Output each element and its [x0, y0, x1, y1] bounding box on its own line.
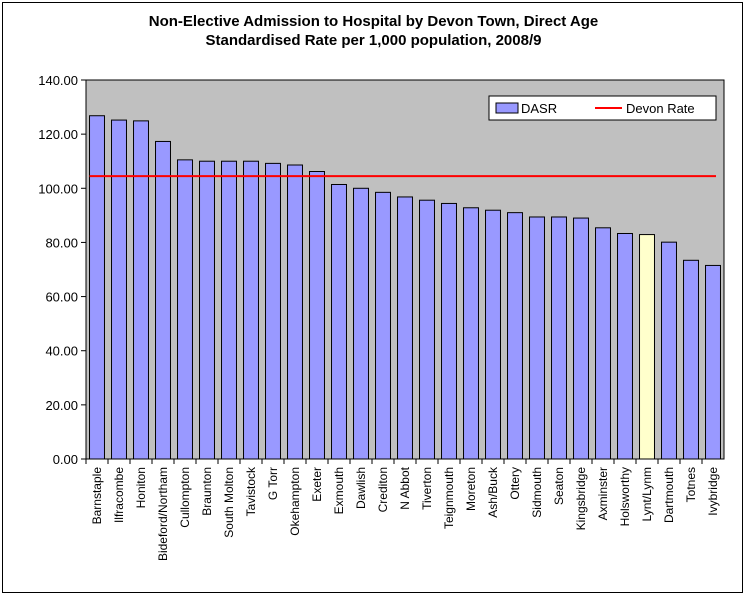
bar-braunton: [199, 160, 215, 460]
x-tick-label: Crediton: [376, 467, 390, 512]
x-tick-label: Kingsbridge: [574, 467, 588, 531]
y-tick-label: 80.00: [45, 235, 78, 250]
bar-bideford-northam: [155, 140, 171, 460]
bar-kingsbridge: [573, 217, 589, 460]
chart-title-line1: Non-Elective Admission to Hospital by De…: [148, 13, 599, 30]
x-tick-label: Honiton: [134, 467, 148, 508]
bar-crediton: [375, 191, 391, 460]
bar-n-abbot: [397, 196, 413, 460]
bar-lynt-lynm: [639, 234, 655, 460]
x-tick-label: Dawlish: [354, 467, 368, 509]
bar-tavistock: [243, 160, 259, 460]
x-tick-label: Cullompton: [178, 467, 192, 528]
y-axis: 0.00 20.00 40.00 60.00 80.00 100.00 120.00 140.…: [38, 73, 86, 467]
y-tick-label: 60.00: [45, 290, 78, 305]
bar-okehampton: [287, 164, 303, 460]
bar-ash-buck: [485, 209, 501, 460]
x-tick-label: Lynt/Lynm: [640, 467, 654, 521]
x-tick-label: Teignmouth: [442, 467, 456, 529]
x-tick-label: Moreton: [464, 467, 478, 511]
x-tick-label: South Molton: [222, 467, 236, 538]
bar-exmouth: [331, 183, 347, 460]
x-tick-label: Barnstaple: [90, 467, 104, 525]
x-tick-label: Ottery: [508, 467, 522, 500]
x-tick-label: Dartmouth: [662, 467, 676, 523]
x-tick-label: Ivybridge: [706, 467, 720, 516]
x-tick-label: Seaton: [552, 467, 566, 505]
bar-exeter: [309, 171, 325, 460]
bar-honiton: [133, 120, 149, 460]
bar-seaton: [551, 216, 567, 460]
x-tick-label: Exmouth: [332, 467, 346, 514]
bar-barnstaple: [89, 115, 105, 460]
bar-dawlish: [353, 187, 369, 460]
y-tick-label: 140.00: [38, 73, 78, 88]
bar-ivybridge: [705, 264, 721, 460]
x-tick-label: Tiverton: [420, 467, 434, 510]
bar-ottery: [507, 212, 523, 460]
chart-title: Non-Elective Admission to Hospital by De…: [0, 12, 747, 50]
x-tick-label: Ilfracombe: [112, 467, 126, 523]
bars: [89, 115, 721, 460]
bar-dartmouth: [661, 241, 677, 460]
bar-g-torr: [265, 162, 281, 460]
x-tick-label: Bideford/Northam: [156, 467, 170, 561]
x-tick-label: Sidmouth: [530, 467, 544, 518]
bar-holsworthy: [617, 232, 633, 460]
y-tick-label: 40.00: [45, 344, 78, 359]
x-axis-labels: Barnstaple Ilfracombe Honiton Bideford/Nort…: [85, 459, 720, 561]
bar-tiverton: [419, 199, 435, 460]
x-tick-label: Holsworthy: [618, 467, 632, 526]
x-tick-label: Tavistock: [244, 466, 258, 516]
bar-axminster: [595, 227, 611, 460]
bar-moreton: [463, 207, 479, 460]
y-tick-label: 20.00: [45, 398, 78, 413]
x-tick-label: Okehampton: [288, 467, 302, 536]
legend: DASR Devon Rate: [488, 95, 717, 121]
y-tick-label: 120.00: [38, 127, 78, 142]
bar-sidmouth: [529, 216, 545, 460]
y-tick-label: 0.00: [53, 452, 78, 467]
bar-south-molton: [221, 160, 237, 460]
legend-label-dasr: DASR: [521, 101, 557, 116]
x-tick-label: Axminster: [596, 467, 610, 520]
chart-title-line2: Standardised Rate per 1,000 population, …: [205, 32, 542, 49]
x-tick-label: G Torr: [266, 467, 280, 500]
x-tick-label: Exeter: [310, 467, 324, 502]
legend-label-devon-rate: Devon Rate: [626, 101, 695, 116]
legend-swatch-dasr: [495, 102, 519, 114]
x-tick-label: Ash/Buck: [486, 466, 500, 518]
bar-teignmouth: [441, 202, 457, 460]
x-tick-label: N Abbot: [398, 466, 412, 509]
bar-cullompton: [177, 159, 193, 460]
bar-ilfracombe: [111, 119, 127, 460]
x-tick-label: Totnes: [684, 467, 698, 502]
bar-totnes: [683, 259, 699, 460]
y-tick-label: 100.00: [38, 181, 78, 196]
x-tick-label: Braunton: [200, 467, 214, 516]
